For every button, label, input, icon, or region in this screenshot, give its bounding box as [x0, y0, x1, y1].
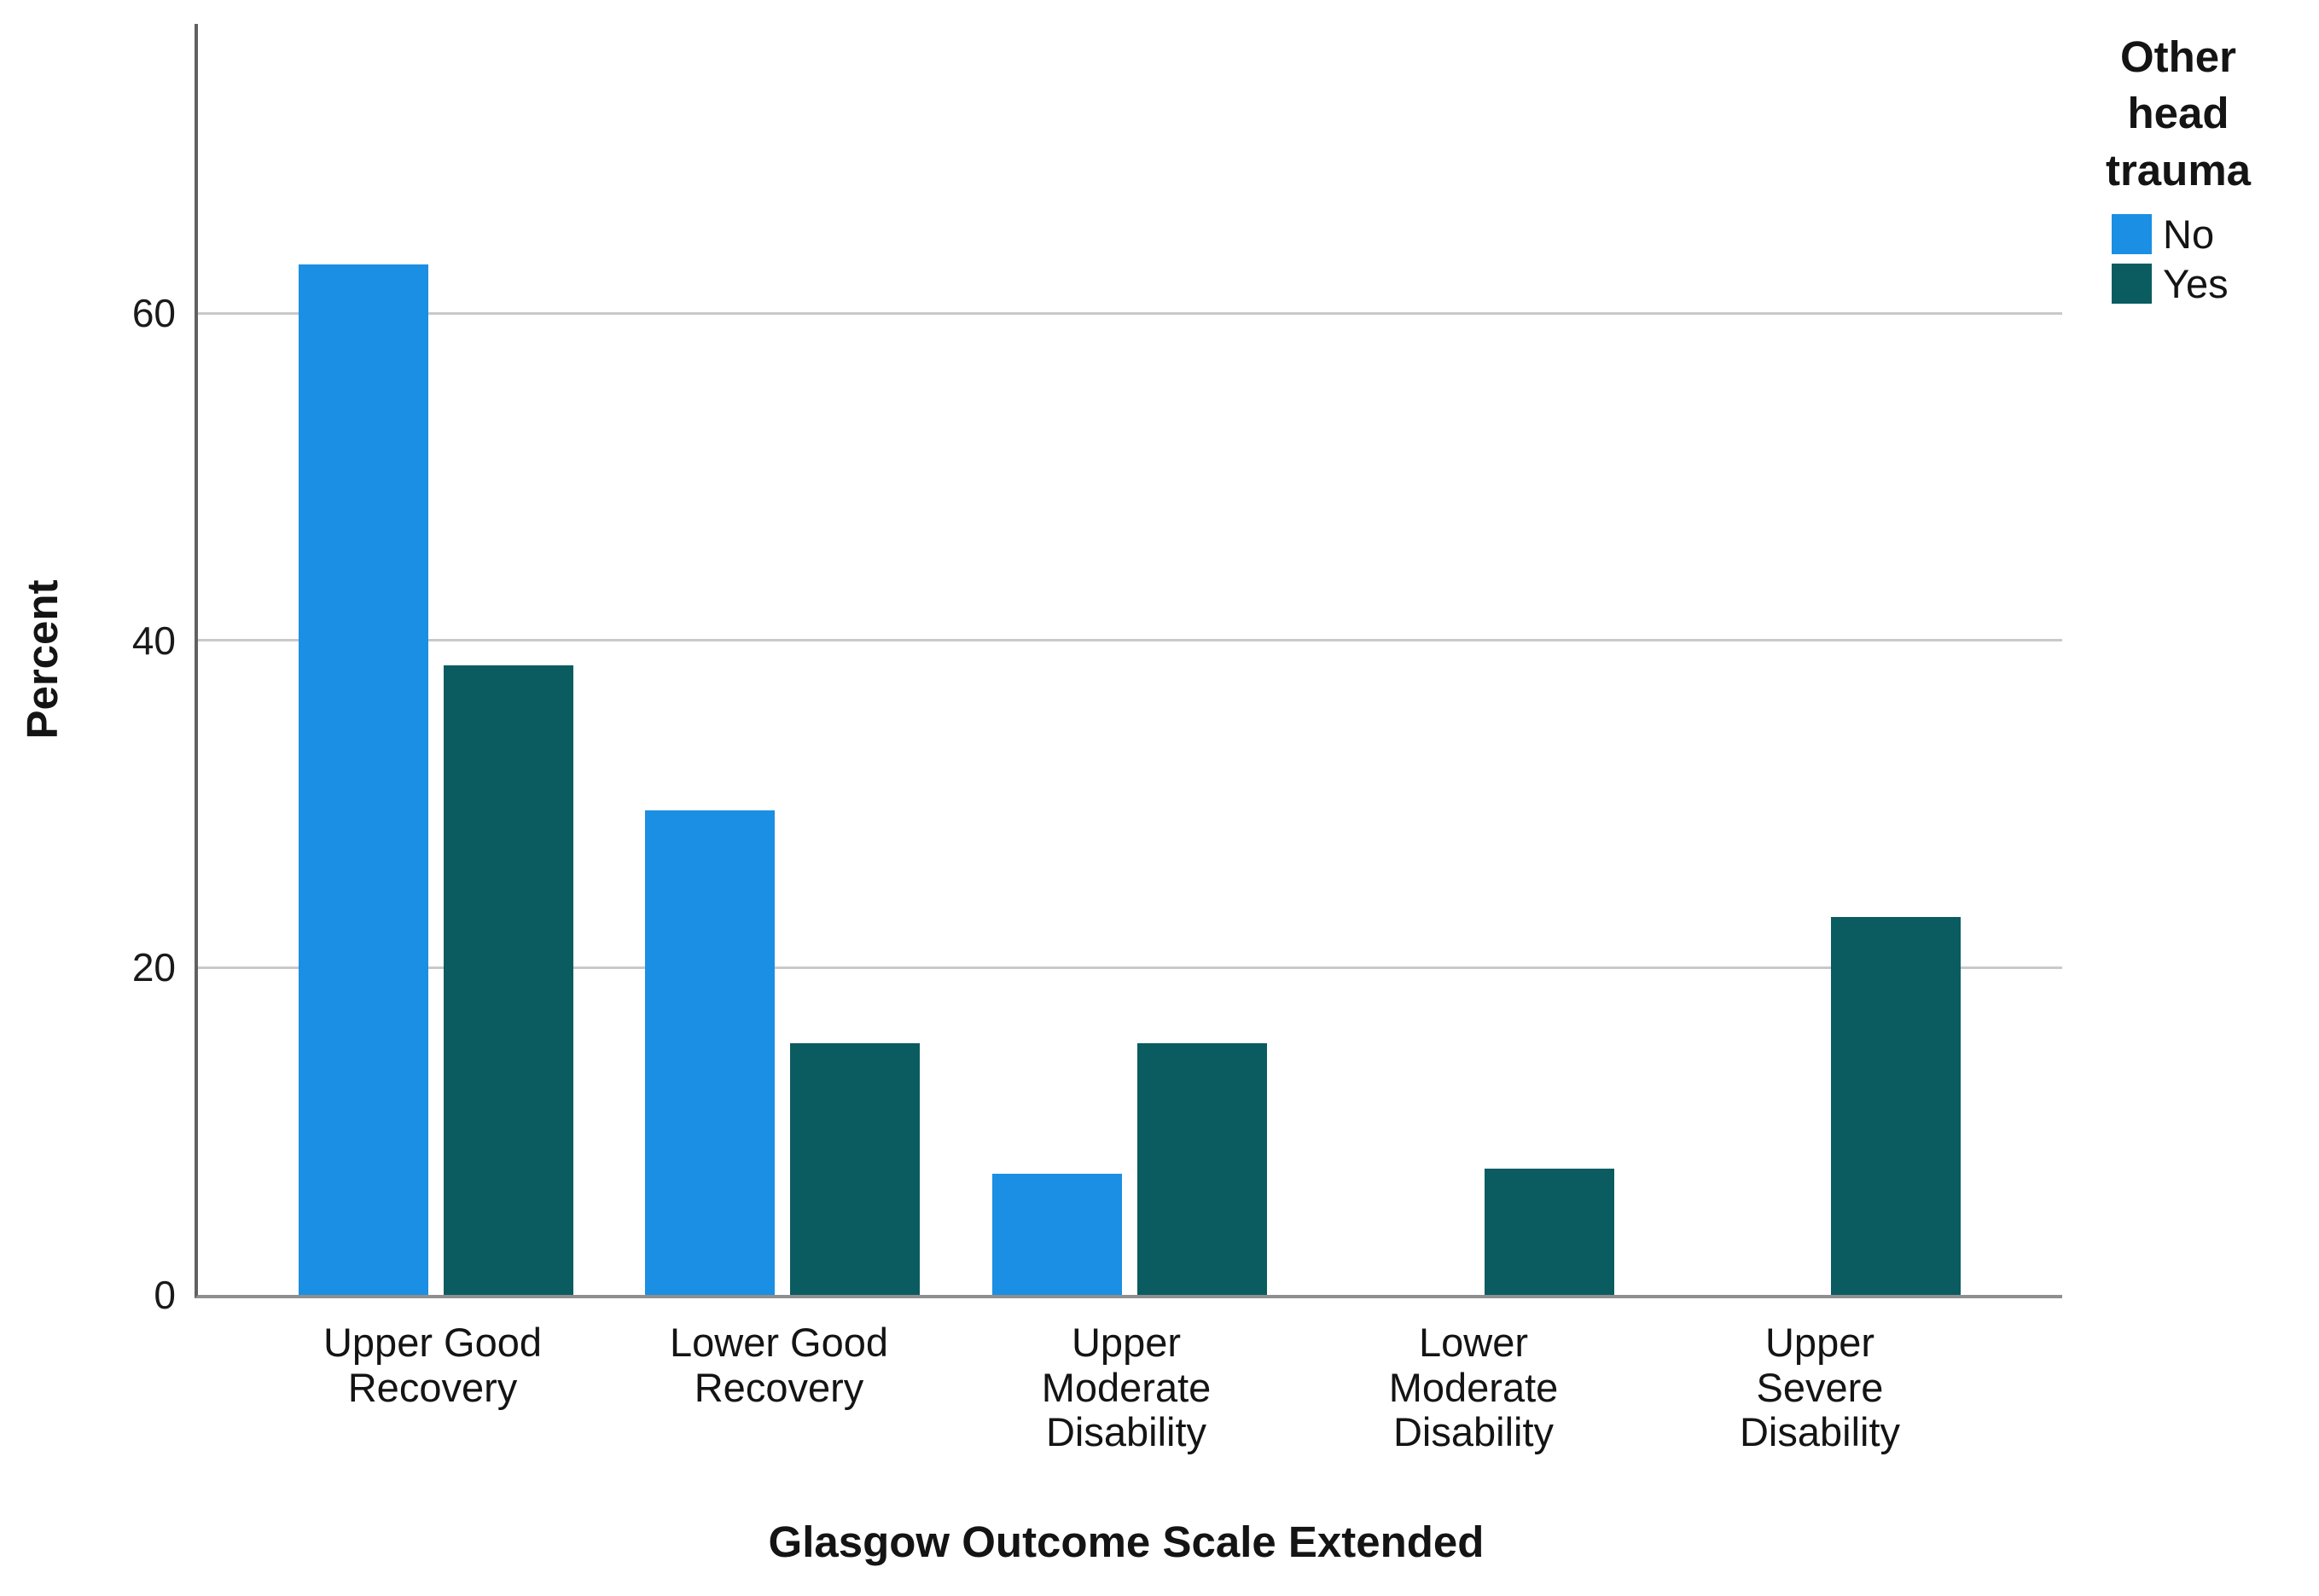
y-tick-label-40: 40 [131, 618, 176, 663]
legend-item-yes: Yes [2112, 260, 2229, 306]
bar-yes-upper-moderate-disability [1137, 1042, 1267, 1295]
bar-no-lower-good-recovery [645, 810, 775, 1295]
bar-yes-lower-good-recovery [790, 1042, 920, 1295]
bar-no-upper-good-recovery [299, 264, 428, 1295]
legend-label-no: No [2163, 211, 2215, 257]
y-tick-label-0: 0 [154, 1273, 176, 1317]
y-tick-label-20: 20 [131, 945, 176, 990]
category-label-lower-moderate-disability: Lower Moderate Disability [1388, 1320, 1559, 1455]
legend-items: No Yes [2046, 211, 2310, 306]
bar-yes-lower-moderate-disability [1485, 1169, 1614, 1295]
legend-label-yes: Yes [2163, 260, 2229, 306]
gridline-40 [198, 639, 2062, 642]
x-axis-title: Glasgow Outcome Scale Extended [768, 1518, 1485, 1566]
legend-swatch-no-icon [2112, 213, 2152, 254]
legend-item-no: No [2112, 211, 2215, 257]
plot-area [195, 24, 2062, 1298]
bar-no-upper-moderate-disability [992, 1174, 1122, 1295]
bar-yes-upper-severe-disability [1831, 917, 1961, 1295]
category-label-upper-good-recovery: Upper Good Recovery [323, 1320, 543, 1410]
category-label-lower-good-recovery: Lower Good Recovery [669, 1320, 889, 1410]
category-label-upper-severe-disability: Upper Severe Disability [1739, 1320, 1901, 1455]
bar-yes-upper-good-recovery [444, 665, 573, 1295]
legend-title: Other head trauma [2105, 32, 2252, 194]
gridline-60 [198, 311, 2062, 315]
y-tick-label-60: 60 [131, 291, 176, 336]
legend: Other head trauma No Yes [2046, 29, 2310, 304]
category-label-upper-moderate-disability: Upper Moderate Disability [1041, 1320, 1212, 1455]
gridline-20 [198, 966, 2062, 969]
legend-swatch-yes-icon [2112, 263, 2152, 304]
